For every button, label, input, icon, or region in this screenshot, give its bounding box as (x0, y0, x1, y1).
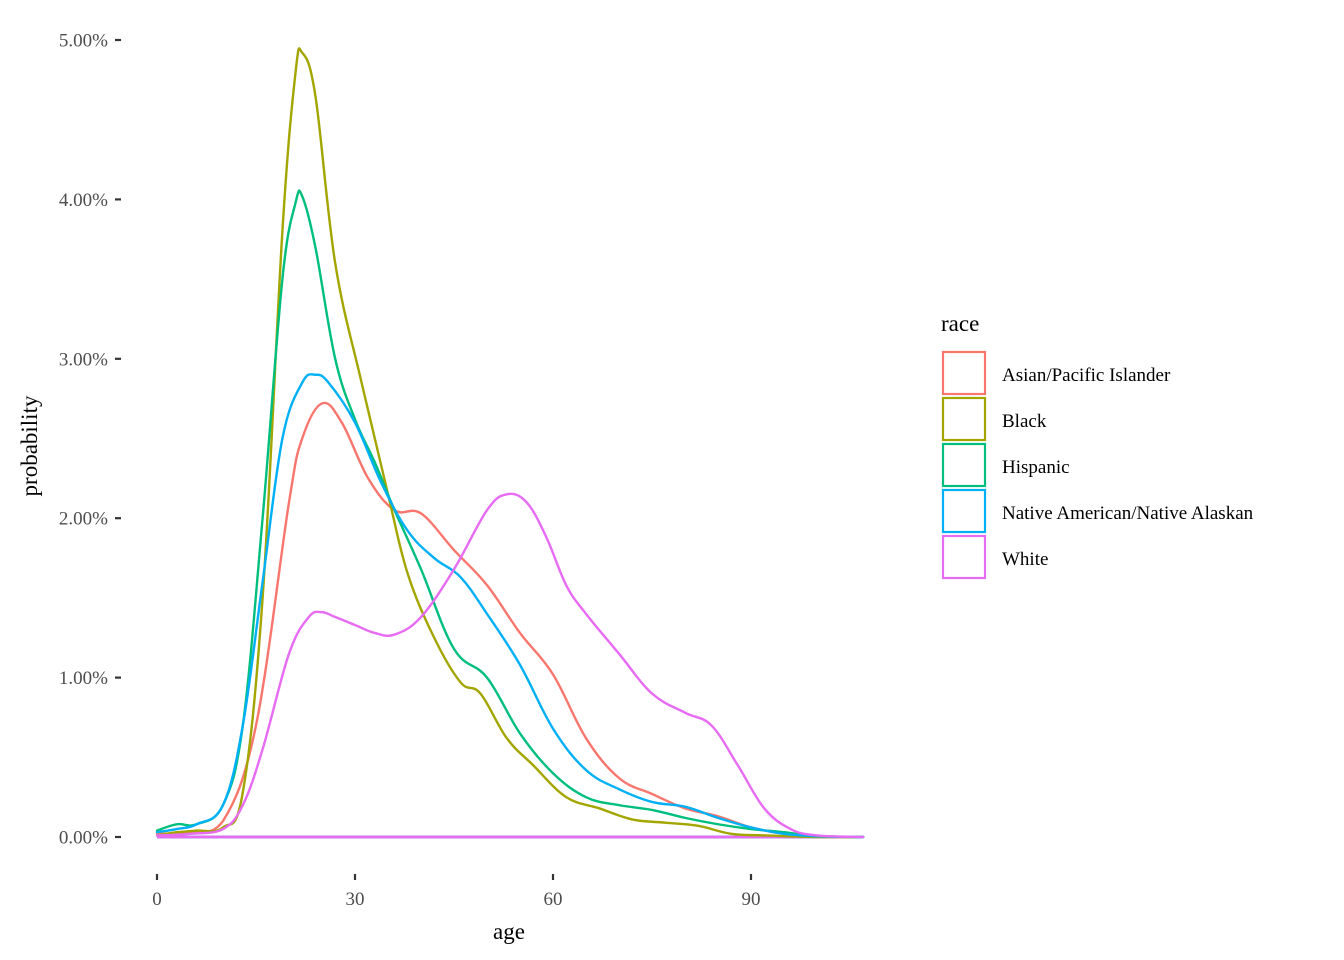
legend-key (941, 442, 987, 488)
x-tick-label: 90 (742, 889, 761, 910)
y-tick-label: 5.00% (59, 31, 108, 52)
density-line-2 (155, 189, 865, 839)
legend-label: White (1002, 549, 1048, 570)
x-tick-label: 60 (544, 889, 563, 910)
legend-label: Hispanic (1002, 457, 1070, 478)
legend-key (941, 350, 987, 396)
legend-item: Native American/Native Alaskan (941, 488, 1254, 534)
y-axis-title: probability (17, 395, 42, 496)
x-axis-title: age (493, 919, 525, 944)
legend-key (941, 488, 987, 534)
x-tick-label: 30 (346, 889, 365, 910)
legend-label: Black (1002, 411, 1047, 432)
x-axis: 0 30 60 90 (152, 874, 761, 910)
y-tick-label: 1.00% (59, 668, 108, 689)
legend-item: Hispanic (941, 442, 1070, 488)
y-tick-label: 3.00% (59, 349, 108, 370)
y-tick-label: 2.00% (59, 509, 108, 530)
legend-item: White (941, 534, 1048, 580)
x-tick-label: 0 (152, 889, 162, 910)
y-axis: 0.00% 1.00% 2.00% 3.00% 4.00% 5.00% (59, 31, 121, 849)
legend-key (941, 396, 987, 442)
legend-title: race (941, 311, 979, 336)
legend-item: Asian/Pacific Islander (941, 350, 1171, 396)
legend-key (941, 534, 987, 580)
y-tick-label: 4.00% (59, 190, 108, 211)
legend-label: Native American/Native Alaskan (1002, 503, 1254, 524)
y-tick-label: 0.00% (59, 828, 108, 849)
density-line-3 (155, 373, 865, 839)
density-line-0 (155, 401, 865, 839)
series-layer (155, 47, 865, 839)
legend: race Asian/Pacific Islander Black Hispanic… (941, 311, 1254, 580)
legend-label: Asian/Pacific Islander (1002, 365, 1171, 386)
density-line-4 (155, 492, 865, 839)
legend-item: Black (941, 396, 1047, 442)
